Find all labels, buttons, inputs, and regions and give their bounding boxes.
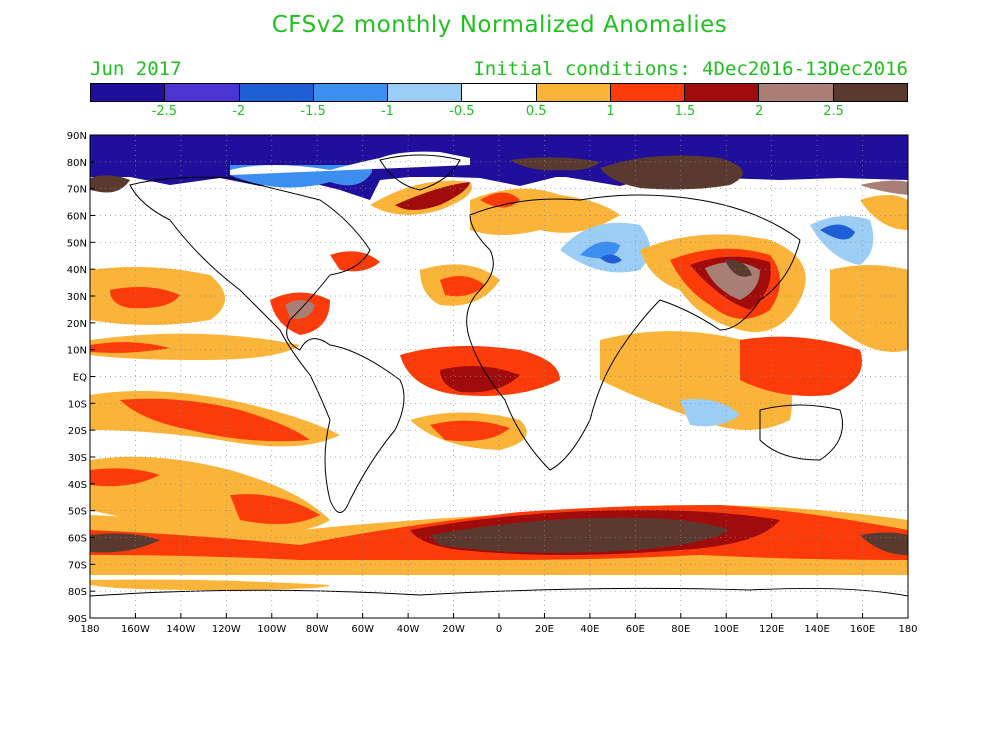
- latitude-tick-label: EQ: [73, 373, 87, 384]
- longitude-tick-label: 40E: [580, 624, 599, 635]
- longitude-tick-label: 100E: [714, 624, 739, 635]
- latitude-tick-label: 70N: [67, 185, 87, 196]
- longitude-tick-label: 120E: [759, 624, 784, 635]
- chart-title: CFSv2 monthly Normalized Anomalies: [271, 12, 728, 38]
- latitude-tick-label: 90S: [68, 614, 87, 625]
- latitude-tick-label: 60N: [67, 212, 87, 223]
- longitude-tick-label: 20E: [535, 624, 554, 635]
- latitude-tick-label: 10S: [68, 399, 87, 410]
- colorbar-segment: [685, 84, 760, 101]
- colorbar-segment: [91, 84, 166, 101]
- longitude-tick-label: 60E: [626, 624, 645, 635]
- longitude-tick-label: 180: [80, 624, 99, 635]
- longitude-tick-label: 140W: [166, 624, 195, 635]
- latitude-tick-label: 20N: [67, 319, 87, 330]
- colorbar-segment: [165, 84, 240, 101]
- longitude-tick-label: 40W: [397, 624, 420, 635]
- colorbar-segment: [239, 84, 314, 101]
- longitude-tick-label: 160E: [850, 624, 875, 635]
- latitude-tick-label: 50N: [67, 238, 87, 249]
- longitude-tick-label: 0: [496, 624, 502, 635]
- latitude-tick-label: 30N: [67, 292, 87, 303]
- initial-conditions-label: Initial conditions: 4Dec2016-13Dec2016: [473, 58, 908, 80]
- colorbar-segment: [833, 84, 907, 101]
- longitude-tick-label: 80E: [671, 624, 690, 635]
- latitude-tick-label: 10N: [67, 346, 87, 357]
- colorbar-tick-label: -2: [232, 104, 246, 119]
- latitude-tick-label: 60S: [68, 534, 87, 545]
- longitude-tick-label: 140E: [804, 624, 829, 635]
- longitude-axis: 180 160W 140W 120W 100W 80W 60W 40W 20W 0 20E 40E 60…: [80, 613, 918, 635]
- longitude-tick-label: 60W: [351, 624, 374, 635]
- colorbar-tick-label: -1.5: [300, 104, 326, 119]
- colorbar-tick-label: -0.5: [449, 104, 475, 119]
- colorbar-tick-label: -1: [380, 104, 394, 119]
- longitude-tick-label: 160W: [121, 624, 150, 635]
- colorbar-tick-label: 2.5: [823, 104, 844, 119]
- latitude-tick-label: 40S: [68, 480, 87, 491]
- gridlines: [90, 135, 908, 618]
- colorbar-tick-label: -2.5: [151, 104, 178, 119]
- longitude-tick-label: 180: [898, 624, 917, 635]
- latitude-tick-label: 50S: [68, 507, 87, 518]
- colorbar-segment: [388, 84, 463, 101]
- longitude-tick-label: 20W: [442, 624, 465, 635]
- colorbar-segment: [536, 84, 611, 101]
- colorbar-tick-label: 1.5: [674, 104, 696, 119]
- colorbar: [90, 83, 908, 102]
- latitude-tick-label: 30S: [68, 453, 87, 464]
- colorbar-segment: [313, 84, 389, 101]
- colorbar-tick-label: 2: [755, 104, 764, 119]
- longitude-tick-label: 100W: [257, 624, 286, 635]
- colorbar-segment: [759, 84, 834, 101]
- colorbar-segment: [610, 84, 686, 101]
- colorbar-segment: [462, 84, 537, 101]
- colorbar-tick-label: 1: [606, 104, 615, 119]
- latitude-tick-label: 80N: [67, 158, 87, 169]
- latitude-tick-label: 80S: [68, 587, 87, 598]
- latitude-tick-label: 90N: [67, 131, 87, 142]
- latitude-axis: 90N 80N 70N 60N 50N 40N 30N 20N 10N EQ 10S 20S 30S 40…: [67, 131, 95, 625]
- forecast-month-label: Jun 2017: [90, 58, 182, 80]
- colorbar-tick-label: 0.5: [525, 104, 547, 119]
- latitude-tick-label: 40N: [67, 265, 87, 276]
- latitude-tick-label: 20S: [68, 426, 87, 437]
- latitude-tick-label: 70S: [68, 560, 87, 571]
- longitude-tick-label: 120W: [212, 624, 241, 635]
- longitude-tick-label: 80W: [306, 624, 329, 635]
